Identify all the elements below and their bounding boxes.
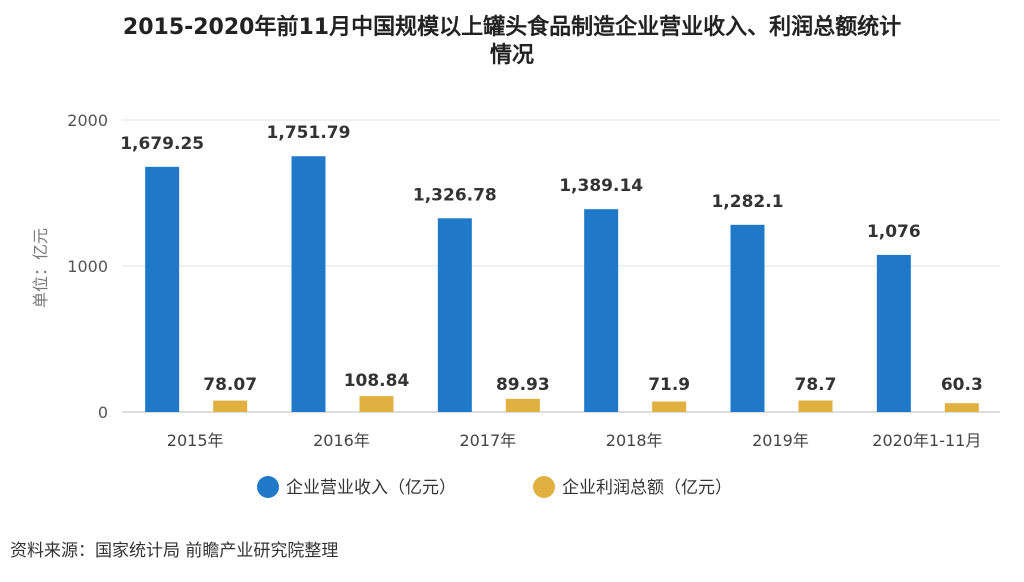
y-tick-label: 1000 [67, 257, 108, 276]
data-label-profit: 108.84 [344, 371, 410, 391]
chart-title-line2: 情况 [489, 43, 534, 68]
bar-profit [213, 400, 248, 412]
y-tick-label: 0 [98, 403, 108, 422]
legend-label-profit: 企业利润总额（亿元） [562, 478, 732, 498]
bar-profit [944, 403, 979, 412]
data-label-revenue: 1,076 [867, 222, 921, 242]
legend-marker-profit [533, 476, 555, 498]
chart-title-line1: 2015-2020年前11月中国规模以上罐头食品制造企业营业收入、利润总额统计 [122, 15, 902, 40]
bar-profit [652, 401, 687, 412]
x-tick-label: 2020年1-11月 [872, 431, 981, 450]
y-axis-label: 单位：亿元 [31, 228, 50, 308]
bar-revenue [437, 218, 472, 412]
x-tick-label: 2019年 [752, 431, 809, 450]
data-label-revenue: 1,389.14 [559, 176, 643, 196]
bar-profit [505, 398, 540, 412]
data-label-profit: 89.93 [496, 375, 550, 395]
bar-profit [798, 400, 833, 412]
data-label-profit: 71.9 [648, 375, 690, 395]
data-label-profit: 78.7 [795, 375, 837, 395]
data-label-profit: 78.07 [203, 375, 257, 395]
data-label-revenue: 1,326.78 [413, 185, 497, 205]
data-label-revenue: 1,751.79 [267, 123, 351, 143]
legend-label-revenue: 企业营业收入（亿元） [286, 478, 456, 498]
data-label-revenue: 1,282.1 [711, 192, 783, 212]
bar-profit [359, 396, 394, 412]
data-label-revenue: 1,679.25 [120, 134, 204, 154]
bar-revenue [584, 209, 619, 412]
chart-title: 2015-2020年前11月中国规模以上罐头食品制造企业营业收入、利润总额统计 … [0, 14, 1024, 70]
legend-marker-revenue [257, 476, 279, 498]
x-tick-label: 2015年 [167, 431, 224, 450]
data-label-profit: 60.3 [941, 375, 983, 395]
x-tick-label: 2017年 [459, 431, 516, 450]
source-note: 资料来源：国家统计局 前瞻产业研究院整理 [10, 541, 339, 561]
bar-revenue [291, 156, 326, 412]
bar-revenue [145, 166, 180, 412]
x-tick-label: 2016年 [313, 431, 370, 450]
bar-revenue [730, 224, 765, 412]
x-tick-label: 2018年 [606, 431, 663, 450]
y-tick-label: 2000 [67, 111, 108, 130]
bar-revenue [876, 254, 911, 412]
